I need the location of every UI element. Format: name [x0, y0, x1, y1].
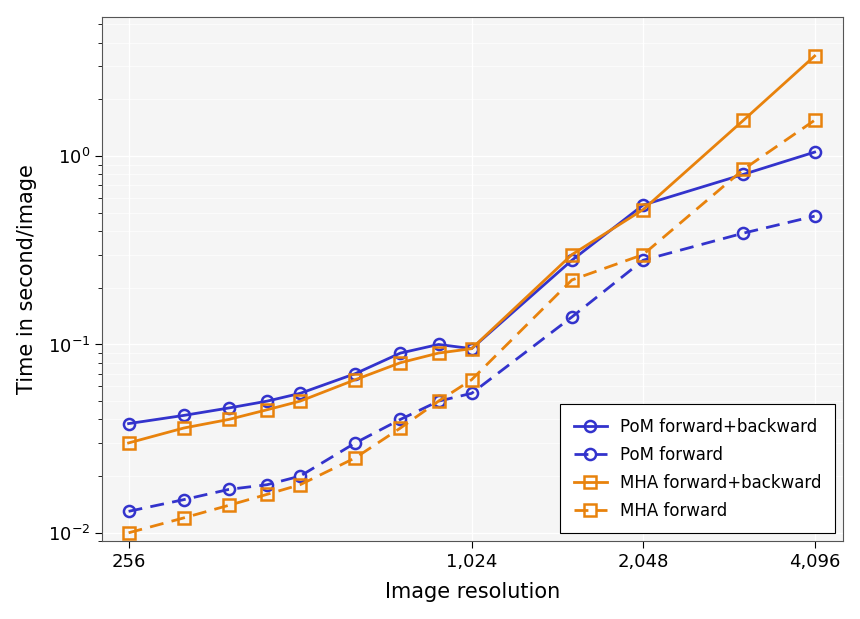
- MHA forward: [124, 529, 134, 537]
- MHA forward+backward: [295, 397, 305, 405]
- PoM forward: [224, 486, 234, 493]
- MHA forward+backward: [350, 376, 360, 383]
- Y-axis label: Time in second/image: Time in second/image: [16, 164, 37, 394]
- PoM forward+backward: [738, 171, 748, 178]
- MHA forward: [179, 514, 189, 522]
- MHA forward: [466, 376, 476, 383]
- Line: PoM forward: PoM forward: [123, 210, 820, 517]
- MHA forward: [295, 481, 305, 488]
- PoM forward: [567, 313, 577, 321]
- MHA forward: [262, 491, 273, 498]
- PoM forward+backward: [262, 397, 273, 405]
- MHA forward: [433, 397, 444, 405]
- MHA forward: [396, 424, 406, 431]
- PoM forward: [433, 397, 444, 405]
- PoM forward+backward: [350, 370, 360, 378]
- PoM forward+backward: [295, 389, 305, 397]
- PoM forward+backward: [433, 340, 444, 348]
- MHA forward+backward: [638, 206, 648, 214]
- PoM forward: [124, 508, 134, 515]
- PoM forward: [466, 389, 476, 397]
- PoM forward+backward: [638, 201, 648, 209]
- PoM forward: [262, 481, 273, 488]
- PoM forward: [809, 212, 820, 220]
- PoM forward+backward: [466, 345, 476, 352]
- Line: MHA forward+backward: MHA forward+backward: [123, 51, 820, 449]
- PoM forward+backward: [396, 349, 406, 357]
- PoM forward: [396, 416, 406, 423]
- PoM forward+backward: [567, 256, 577, 264]
- Legend: PoM forward+backward, PoM forward, MHA forward+backward, MHA forward: PoM forward+backward, PoM forward, MHA f…: [560, 404, 835, 533]
- MHA forward+backward: [466, 345, 476, 352]
- MHA forward: [809, 116, 820, 124]
- X-axis label: Image resolution: Image resolution: [385, 582, 561, 602]
- PoM forward+backward: [124, 420, 134, 427]
- PoM forward+backward: [179, 412, 189, 419]
- MHA forward: [567, 276, 577, 284]
- MHA forward: [738, 166, 748, 173]
- MHA forward+backward: [179, 424, 189, 431]
- PoM forward+backward: [809, 149, 820, 156]
- MHA forward: [350, 454, 360, 462]
- MHA forward: [638, 251, 648, 258]
- MHA forward+backward: [124, 439, 134, 447]
- MHA forward+backward: [396, 359, 406, 366]
- PoM forward: [295, 472, 305, 480]
- PoM forward: [350, 439, 360, 447]
- Line: PoM forward+backward: PoM forward+backward: [123, 147, 820, 429]
- MHA forward+backward: [224, 416, 234, 423]
- MHA forward+backward: [433, 349, 444, 357]
- MHA forward+backward: [809, 52, 820, 59]
- MHA forward+backward: [738, 116, 748, 124]
- PoM forward: [738, 230, 748, 237]
- MHA forward+backward: [262, 406, 273, 413]
- MHA forward+backward: [567, 251, 577, 258]
- PoM forward: [179, 496, 189, 503]
- Line: MHA forward: MHA forward: [123, 115, 820, 539]
- MHA forward: [224, 501, 234, 509]
- PoM forward+backward: [224, 404, 234, 412]
- PoM forward: [638, 256, 648, 264]
